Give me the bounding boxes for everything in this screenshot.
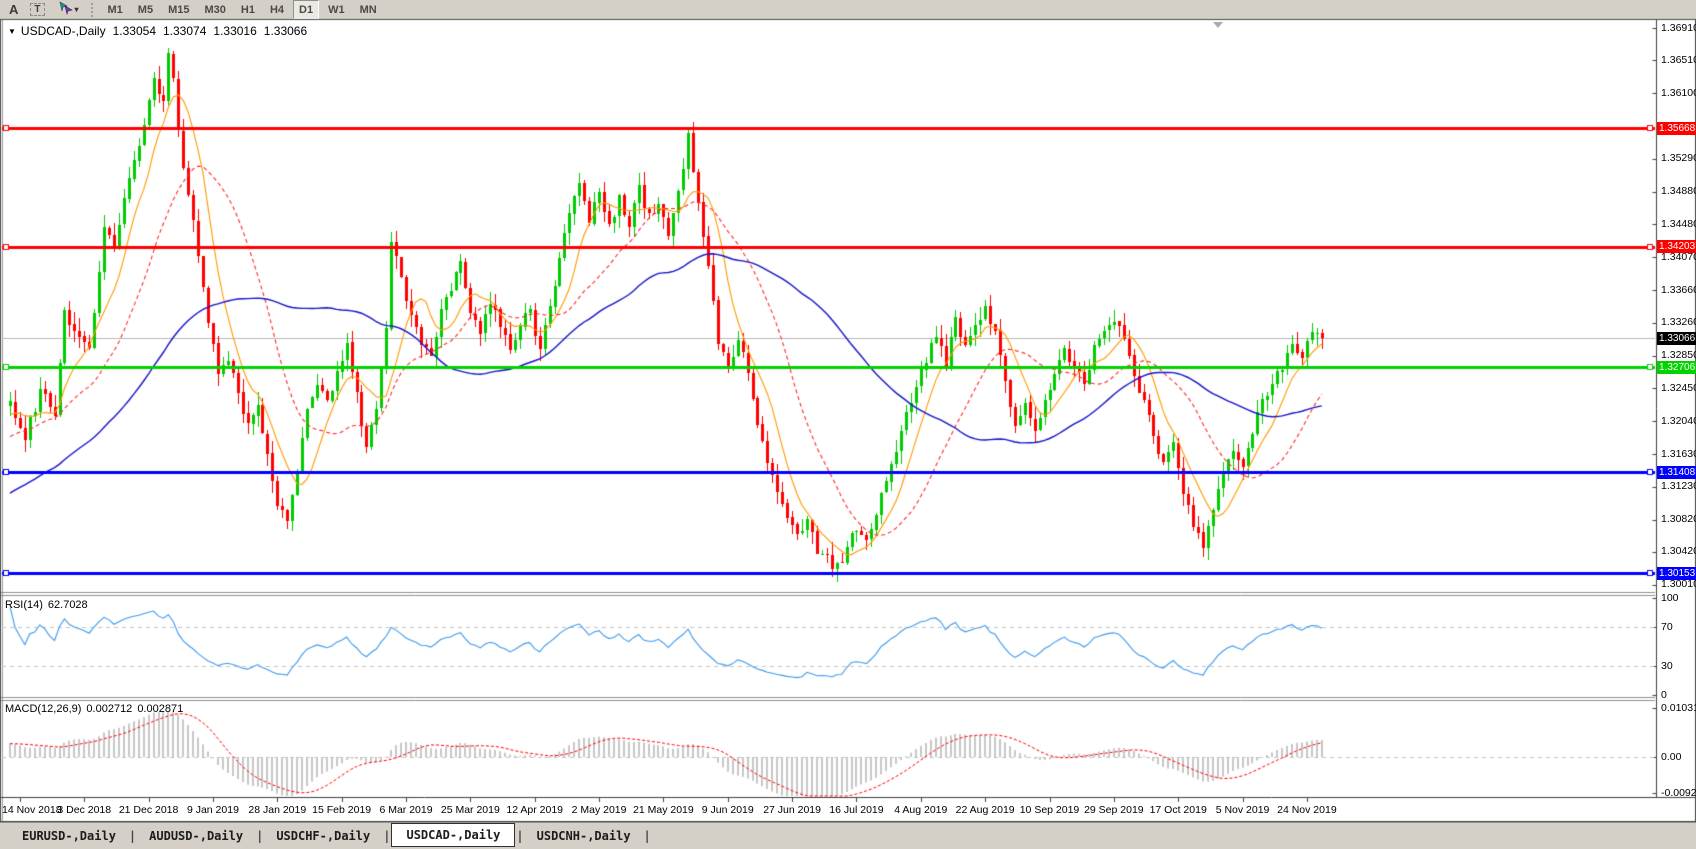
date-tick-label: 2 May 2019 bbox=[571, 804, 627, 816]
date-tick-label: 14 Nov 2018 bbox=[2, 804, 62, 816]
price-tick-label: 1.34880 bbox=[1661, 185, 1696, 198]
chart-title-overlay: ▼ USDCAD-,Daily 1.33054 1.33074 1.33016 1.330… bbox=[8, 24, 307, 38]
rsi-pane-label: RSI(14) 62.7028 bbox=[5, 599, 88, 611]
date-tick-label: 29 Sep 2019 bbox=[1084, 804, 1144, 816]
ohlc-open: 1.33054 bbox=[112, 24, 156, 38]
rsi-tick-label: 100 bbox=[1661, 592, 1679, 604]
date-tick-label: 21 Dec 2018 bbox=[118, 804, 179, 816]
ohlc-low: 1.33016 bbox=[213, 24, 257, 38]
chart-dropdown-arrow-icon: ▼ bbox=[8, 27, 16, 36]
price-tick-label: 1.31630 bbox=[1661, 447, 1696, 460]
symbol-tab-usdchf[interactable]: USDCHF-,Daily bbox=[276, 829, 371, 843]
price-tick-label: 1.30010 bbox=[1661, 578, 1696, 591]
price-tick-label: 1.32850 bbox=[1661, 349, 1696, 362]
price-tick-label: 1.30820 bbox=[1661, 513, 1696, 526]
date-tick-label: 12 Apr 2019 bbox=[506, 804, 564, 816]
rsi-tick-label: 0 bbox=[1661, 689, 1667, 701]
date-tick-label: 28 Jan 2019 bbox=[248, 804, 307, 816]
tab-separator: | bbox=[256, 829, 264, 843]
symbol-tab-usdcnh[interactable]: USDCNH-,Daily bbox=[536, 829, 631, 843]
date-tick-label: 10 Sep 2019 bbox=[1019, 804, 1080, 816]
price-tick-label: 1.36100 bbox=[1661, 86, 1696, 99]
date-tick-label: 27 Jun 2019 bbox=[763, 804, 821, 816]
tab-separator: | bbox=[516, 829, 524, 843]
symbol-tab-eurusd[interactable]: EURUSD-,Daily bbox=[22, 829, 116, 843]
macd-tick-label: 0.010311 bbox=[1661, 702, 1696, 714]
price-tick-label: 1.36510 bbox=[1661, 53, 1696, 66]
date-tick-label: 5 Nov 2019 bbox=[1215, 804, 1270, 816]
price-tick-label: 1.32040 bbox=[1661, 414, 1696, 427]
price-tick-label: 1.34480 bbox=[1661, 217, 1696, 230]
macd-pane-label: MACD(12,26,9) 0.002712 0.002871 bbox=[5, 703, 183, 715]
date-tick-label: 24 Nov 2019 bbox=[1277, 804, 1337, 816]
symbol-tab-usdcad[interactable]: USDCAD-,Daily bbox=[391, 822, 516, 847]
price-tick-label: 1.30420 bbox=[1661, 545, 1696, 558]
date-tick-label: 25 Mar 2019 bbox=[440, 804, 500, 816]
rsi-tick-label: 30 bbox=[1661, 659, 1673, 672]
price-tick-label: 1.36910 bbox=[1661, 21, 1696, 34]
tab-separator: | bbox=[383, 829, 391, 843]
date-tick-label: 6 Mar 2019 bbox=[379, 804, 433, 816]
symbol-tab-audusd[interactable]: AUDUSD-,Daily bbox=[149, 829, 244, 843]
date-tick-label: 21 May 2019 bbox=[633, 804, 694, 816]
macd-tick-label: -0.00920 bbox=[1661, 787, 1696, 799]
price-tick-label: 1.33660 bbox=[1661, 283, 1696, 296]
ohlc-high: 1.33074 bbox=[163, 24, 207, 38]
symbol-tab-bar: EURUSD-,Daily | AUDUSD-,Daily | USDCHF-,Dail… bbox=[0, 822, 1696, 849]
price-axis-badge: 1.32706 bbox=[1657, 360, 1696, 374]
date-tick-label: 3 Dec 2018 bbox=[57, 804, 112, 816]
chart-symbol-label: USDCAD-,Daily bbox=[20, 24, 106, 38]
price-tick-label: 1.32450 bbox=[1661, 381, 1696, 394]
tab-separator: | bbox=[128, 829, 137, 843]
macd-value-main: 0.002712 bbox=[86, 703, 133, 715]
rsi-indicator-name: RSI(14) bbox=[5, 599, 43, 611]
chart-shift-marker-icon[interactable] bbox=[1213, 22, 1223, 28]
price-axis-badge: 1.31408 bbox=[1657, 465, 1696, 479]
ohlc-close: 1.33066 bbox=[263, 24, 308, 38]
date-tick-label: 9 Jun 2019 bbox=[701, 804, 754, 816]
price-axis-badge: 1.30153 bbox=[1657, 566, 1696, 580]
price-tick-label: 1.33260 bbox=[1661, 316, 1696, 329]
tab-separator: | bbox=[643, 829, 651, 843]
price-tick-label: 1.35290 bbox=[1661, 152, 1696, 165]
date-tick-label: 17 Oct 2019 bbox=[1149, 804, 1207, 816]
macd-tick-label: 0.00 bbox=[1661, 751, 1682, 763]
macd-indicator-name: MACD(12,26,9) bbox=[5, 703, 82, 715]
macd-value-signal: 0.002871 bbox=[137, 703, 184, 715]
price-tick-label: 1.34070 bbox=[1661, 250, 1696, 263]
price-axis-badge: 1.34203 bbox=[1657, 240, 1696, 254]
rsi-tick-label: 70 bbox=[1661, 621, 1673, 634]
date-tick-label: 4 Aug 2019 bbox=[894, 804, 948, 816]
price-tick-label: 1.31230 bbox=[1661, 480, 1696, 492]
date-tick-label: 9 Jan 2019 bbox=[186, 804, 239, 816]
date-tick-label: 22 Aug 2019 bbox=[955, 804, 1015, 816]
rsi-indicator-value: 62.7028 bbox=[47, 599, 88, 611]
price-axis-badge: 1.33066 bbox=[1657, 331, 1696, 345]
date-tick-label: 15 Feb 2019 bbox=[312, 804, 372, 816]
date-tick-label: 16 Jul 2019 bbox=[829, 804, 884, 816]
price-axis-badge: 1.35668 bbox=[1657, 121, 1696, 135]
